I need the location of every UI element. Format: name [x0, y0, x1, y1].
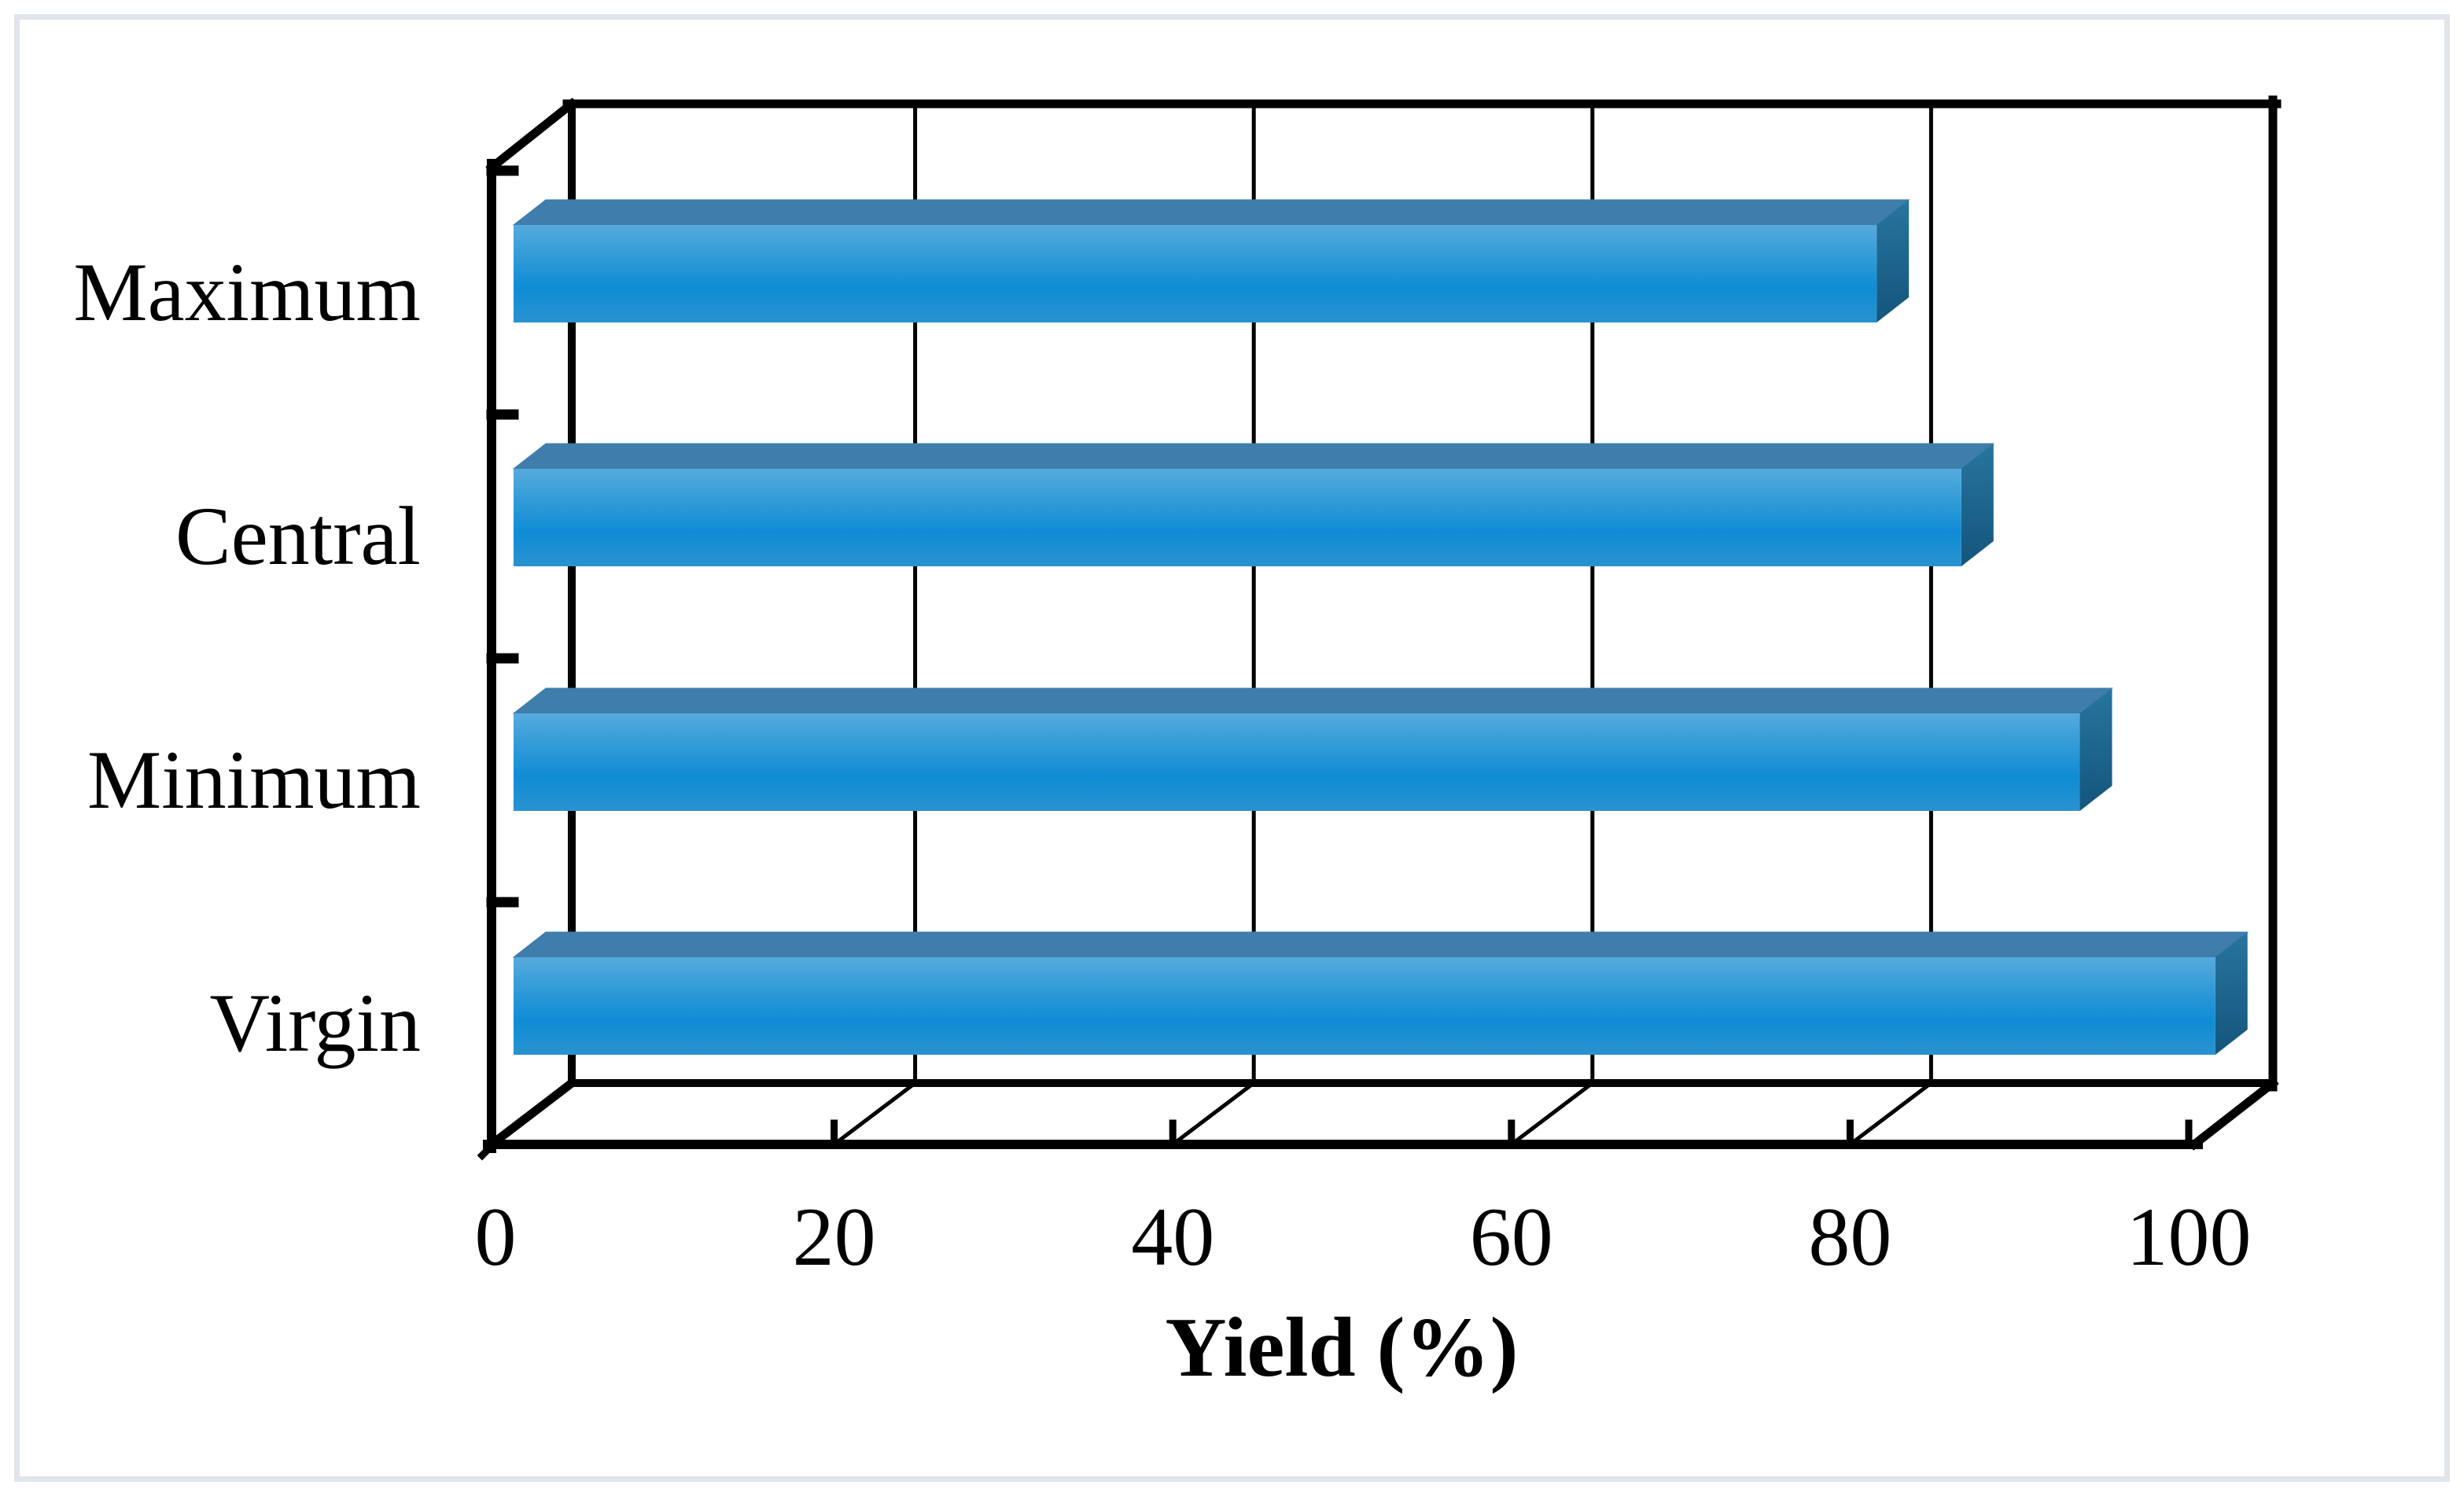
- x-axis-title: Yield (%): [1165, 1301, 1519, 1395]
- bar-end-face: [2079, 688, 2112, 811]
- bar-top-face: [512, 443, 1995, 470]
- value-tick-label-40: 40: [1131, 1191, 1215, 1283]
- depth-edge-top-left: [485, 98, 578, 174]
- bar-front-face: [514, 957, 2215, 1055]
- figure-border: [14, 14, 2450, 1482]
- value-tick-label-60: 60: [1469, 1191, 1553, 1283]
- depth-edge-bottom-left: [485, 1077, 578, 1151]
- gridline-floor-20: [831, 1080, 919, 1148]
- bar-front-face: [514, 225, 1877, 322]
- bar-top-face: [512, 687, 2113, 714]
- axis-ticks: [477, 165, 2193, 1161]
- gridline-floor-40: [1169, 1080, 1257, 1148]
- bar-maximum: [512, 199, 1910, 322]
- gridline-floor-80: [1847, 1080, 1934, 1148]
- category-label-virgin: Virgin: [209, 977, 421, 1069]
- value-tick-label-20: 20: [792, 1191, 876, 1283]
- bar-top-face: [512, 931, 2249, 958]
- bar-top-face: [512, 199, 1910, 226]
- depth-edge-bottom-right: [2188, 1077, 2279, 1151]
- bar-end-face: [2215, 932, 2248, 1055]
- bar-front-face: [514, 469, 1961, 566]
- bar-front-face: [514, 713, 2080, 811]
- value-tick-label-0: 0: [474, 1191, 517, 1283]
- value-tick-0: [477, 1139, 499, 1161]
- bars: [512, 199, 2249, 1055]
- category-label-maximum: Maximum: [73, 246, 421, 338]
- value-tick-label-80: 80: [1808, 1191, 1892, 1283]
- gridline-floor-60: [1508, 1080, 1596, 1148]
- bar-virgin: [512, 931, 2249, 1055]
- bar-central: [512, 443, 1995, 566]
- category-label-minimum: Minimum: [87, 734, 421, 826]
- bar-end-face: [1877, 200, 1910, 322]
- category-label-central: Central: [175, 490, 421, 582]
- value-tick-label-100: 100: [2126, 1191, 2252, 1283]
- bar-minimum: [512, 687, 2113, 811]
- bar-end-face: [1961, 444, 1994, 566]
